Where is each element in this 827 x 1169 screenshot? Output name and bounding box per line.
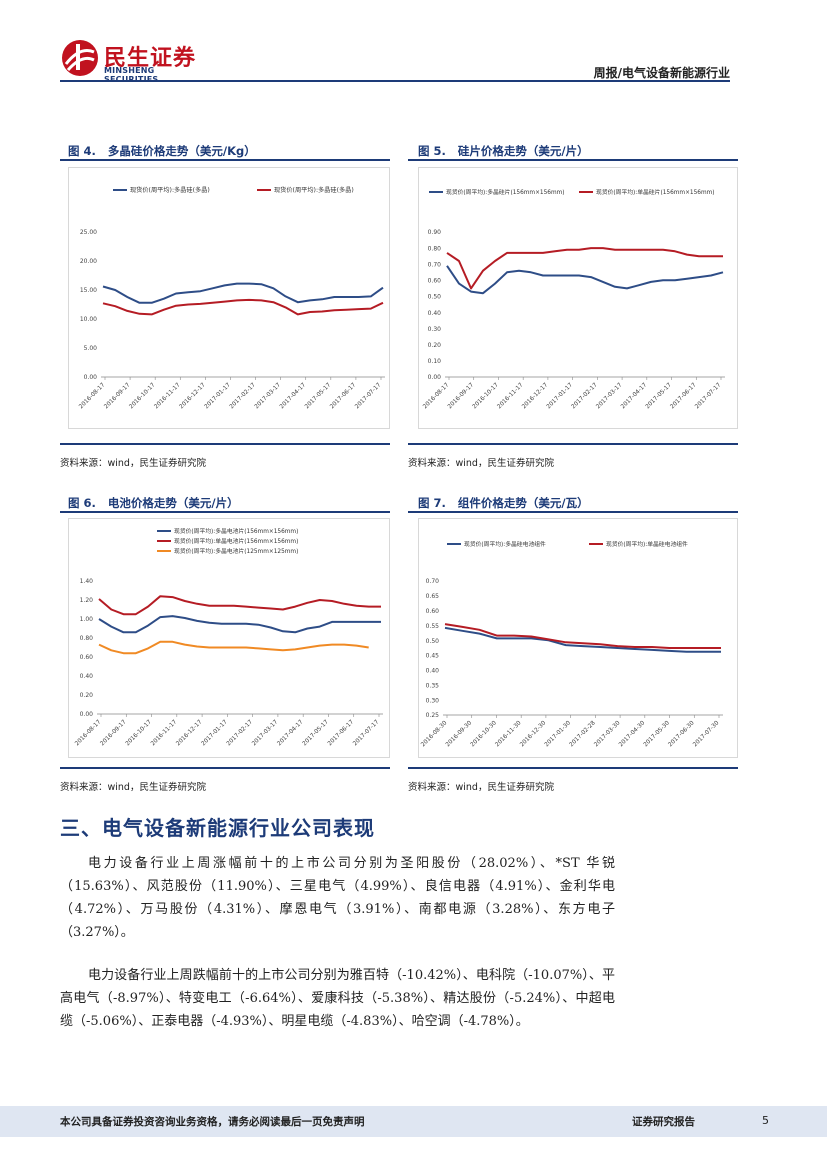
figure-6-source: 资料来源：wind，民生证券研究院 [60, 782, 206, 793]
legend-label: 现货价(周平均):单晶电池片(156mm×156mm) [174, 537, 298, 545]
legend-label: 现货价(周平均):单晶硅片(156mm×156mm) [596, 188, 715, 196]
y-tick-label: 0.40 [426, 668, 440, 675]
figure-4-title: 图 4. 多晶硅价格走势（美元/Kg） [68, 144, 256, 158]
logo-chinese-name: 民生证券 [104, 46, 197, 71]
y-tick-label: 25.00 [80, 229, 97, 236]
figure-4-bottom-rule [60, 443, 390, 445]
figure-6-top-rule [60, 511, 390, 513]
y-tick-label: 0.80 [80, 635, 94, 642]
figure-6-title: 图 6. 电池价格走势（美元/片） [68, 496, 239, 510]
series-line [98, 595, 381, 616]
x-tick-label: 2017-07-17 [352, 719, 380, 747]
y-tick-label: 0.10 [428, 358, 442, 365]
figure-4-top-rule [60, 159, 390, 161]
legend-label: 现货价(周平均):多晶电池片(156mm×156mm) [174, 527, 298, 535]
page-header: 民生证券 MINSHENG SECURITIES 周报/电气设备新能源行业 [0, 0, 827, 90]
y-tick-label: 0.90 [428, 229, 442, 236]
y-tick-label: 1.00 [80, 616, 94, 623]
y-tick-label: 0.80 [428, 245, 442, 252]
wafer-price-chart: 现货价(周平均):多晶硅片(156mm×156mm) 现货价(周平均):单晶硅片(… [422, 188, 725, 410]
series-line [102, 282, 384, 304]
y-tick-label: 0.20 [428, 342, 442, 349]
legend-label: 现货价(周平均):多晶电池片(125mm×125mm) [174, 547, 298, 555]
page-footer: 本公司具备证券投资咨询业务资格，请务必阅读最后一页免责声明 证券研究报告 5 [0, 1106, 827, 1137]
cell-price-chart: 现货价(周平均):多晶电池片(156mm×156mm) 现货价(周平均):单晶电池… [74, 527, 383, 747]
minsheng-logo: 民生证券 MINSHENG SECURITIES [60, 40, 210, 84]
y-tick-label: 0.65 [426, 593, 440, 600]
legend-label: 现货价(周平均):单晶硅电池组件 [606, 540, 688, 548]
y-tick-label: 0.35 [426, 682, 440, 689]
gainers-paragraph: 电力设备行业上周涨幅前十的上市公司分别为圣阳股份（28.02%）、*ST 华锐（… [60, 856, 615, 940]
y-tick-label: 0.50 [426, 638, 440, 645]
y-tick-label: 1.20 [80, 597, 94, 604]
series-line [446, 265, 724, 295]
module-price-chart: 现货价(周平均):多晶硅电池组件 现货价(周平均):单晶硅电池组件 0.70 0.65… [420, 540, 723, 748]
series-line [98, 640, 369, 655]
y-tick-label: 0.00 [80, 711, 94, 718]
figure-6-bottom-rule [60, 767, 390, 769]
losers-paragraph: 电力设备行业上周跌幅前十的上市公司分别为雅百特（-10.42%）、电科院（-10… [60, 968, 615, 1029]
legend-label: 现货价(周平均):多晶硅片(156mm×156mm) [446, 188, 565, 196]
figure-4-source: 资料来源：wind，民生证券研究院 [60, 458, 206, 469]
logo-english-name: MINSHENG SECURITIES [104, 66, 158, 84]
y-tick-label: 0.30 [428, 326, 442, 333]
y-tick-label: 0.40 [428, 310, 442, 317]
report-series-title: 周报/电气设备新能源行业 [593, 66, 730, 80]
y-tick-label: 0.60 [426, 608, 440, 615]
y-tick-label: 0.00 [428, 374, 442, 381]
y-tick-label: 0.60 [80, 654, 94, 661]
polysilicon-price-chart: 现货价(周平均):多晶硅(多晶) 现货价(周平均):多晶硅(多晶) 25.00 20.… [78, 186, 385, 410]
footer-disclaimer: 本公司具备证券投资咨询业务资格，请务必阅读最后一页免责声明 [60, 1116, 365, 1128]
figure-5-chart: 现货价(周平均):多晶硅片(156mm×156mm) 现货价(周平均):单晶硅片(… [418, 167, 738, 429]
legend-label: 现货价(周平均):多晶硅(多晶) [274, 186, 354, 194]
y-tick-label: 0.00 [84, 374, 98, 381]
figure-7-top-rule [408, 511, 738, 513]
y-tick-label: 0.25 [426, 712, 440, 719]
y-tick-label: 0.30 [426, 697, 440, 704]
figure-7-bottom-rule [408, 767, 738, 769]
legend-label: 现货价(周平均):多晶硅电池组件 [464, 540, 546, 548]
y-tick-label: 0.45 [426, 653, 440, 660]
figure-5-top-rule [408, 159, 738, 161]
series-line [102, 298, 384, 316]
header-divider [60, 80, 730, 82]
minsheng-logo-icon [62, 40, 98, 76]
figure-6-chart: 现货价(周平均):多晶电池片(156mm×156mm) 现货价(周平均):单晶电池… [68, 518, 390, 758]
y-tick-label: 0.70 [428, 261, 442, 268]
y-tick-label: 0.40 [80, 673, 94, 680]
y-tick-label: 20.00 [80, 258, 97, 265]
figure-5-source: 资料来源：wind，民生证券研究院 [408, 458, 554, 469]
y-tick-label: 0.60 [428, 278, 442, 285]
y-tick-label: 0.55 [426, 623, 440, 630]
y-tick-label: 1.40 [80, 578, 94, 585]
series-line [444, 623, 721, 649]
legend-label: 现货价(周平均):多晶硅(多晶) [130, 186, 210, 194]
figure-7-title: 图 7. 组件价格走势（美元/瓦） [418, 496, 589, 510]
series-line [444, 626, 721, 653]
y-tick-label: 0.70 [426, 578, 440, 585]
y-tick-label: 10.00 [80, 316, 97, 323]
figure-7-chart: 现货价(周平均):多晶硅电池组件 现货价(周平均):单晶硅电池组件 0.70 0.65… [418, 518, 738, 758]
y-tick-label: 0.20 [80, 692, 94, 699]
section-heading: 三、电气设备新能源行业公司表现 [60, 816, 375, 840]
y-tick-label: 15.00 [80, 287, 97, 294]
y-tick-label: 0.50 [428, 294, 442, 301]
footer-report-type: 证券研究报告 [632, 1116, 695, 1128]
figure-5-title: 图 5. 硅片价格走势（美元/片） [418, 144, 589, 158]
figure-4-chart: 现货价(周平均):多晶硅(多晶) 现货价(周平均):多晶硅(多晶) 25.00 20.… [68, 167, 390, 429]
x-tick-label: 2017-07-30 [692, 720, 720, 748]
figure-5-bottom-rule [408, 443, 738, 445]
figure-7-source: 资料来源：wind，民生证券研究院 [408, 782, 554, 793]
x-tick-label: 2017-07-17 [694, 382, 722, 410]
series-line [98, 615, 381, 634]
x-tick-label: 2017-07-17 [354, 382, 382, 410]
y-tick-label: 5.00 [84, 345, 98, 352]
series-line [446, 247, 723, 290]
page-number: 5 [762, 1114, 769, 1127]
